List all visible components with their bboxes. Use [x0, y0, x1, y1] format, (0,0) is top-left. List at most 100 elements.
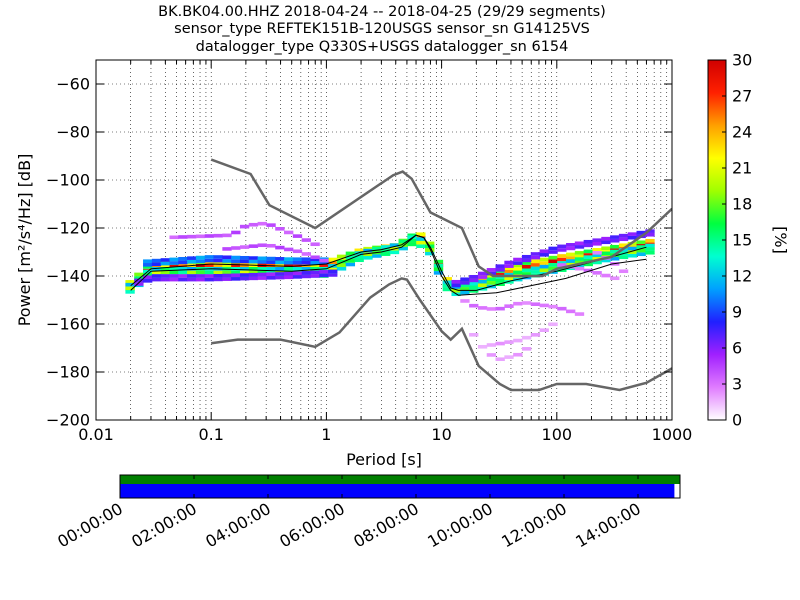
psd-cell: [231, 255, 241, 260]
psd-cell: [292, 234, 303, 238]
psd-cell: [143, 263, 153, 267]
psd-cell: [601, 236, 611, 241]
psd-cell: [354, 254, 364, 259]
psd-cell: [513, 267, 523, 271]
psd-cell: [143, 265, 153, 269]
psd-cell: [292, 275, 303, 279]
psd-cell: [239, 267, 250, 271]
psd-cell: [372, 254, 382, 258]
psd-cell: [557, 254, 567, 258]
psd-cell: [592, 260, 602, 265]
psd-cell: [645, 232, 655, 237]
psd-cell: [195, 274, 206, 278]
psd-cell: [266, 276, 276, 280]
psd-cell: [204, 263, 215, 268]
psd-cell: [257, 270, 267, 275]
psd-cell: [275, 267, 285, 271]
psd-cell: [460, 281, 470, 285]
psd-cell: [521, 347, 532, 351]
psd-cell: [222, 259, 232, 263]
psd-cell: [248, 244, 259, 248]
psd-cell: [160, 258, 170, 262]
psd-cell: [266, 263, 276, 267]
psd-cell: [566, 309, 576, 314]
psd-cell: [610, 249, 620, 254]
psd-cell: [204, 255, 215, 259]
plot-frame: [95, 59, 673, 421]
psd-cell: [548, 322, 558, 327]
psd-cell: [513, 261, 523, 265]
psd-cell: [231, 277, 241, 281]
psd-cell: [583, 262, 593, 267]
psd-cell: [195, 270, 206, 275]
psd-cell: [275, 260, 285, 265]
psd-cell: [187, 259, 197, 264]
data-coverage-timeline: 00:00:00 02:00:00 04:00:00 06:00:00 08:00:00…: [54, 474, 681, 551]
psd-cell: [495, 272, 505, 277]
psd-cell: [239, 270, 250, 275]
psd-cell: [222, 277, 232, 281]
colorbar-tick-label: 3: [732, 375, 742, 394]
psd-cell: [530, 263, 541, 267]
psd-cell: [257, 267, 267, 271]
psd-cell: [257, 272, 267, 277]
psd-cell: [380, 252, 391, 256]
y-axis-label: Power [m²/s⁴/Hz] [dB]: [15, 154, 34, 327]
psd-cell: [275, 226, 285, 231]
y-tick-label: −60: [56, 75, 90, 94]
coverage-bar-bottom: [120, 484, 675, 498]
psd-cell: [169, 277, 179, 282]
psd-cell: [160, 270, 170, 275]
psd-cell: [574, 251, 585, 255]
psd-cell: [204, 270, 215, 275]
psd-cell: [433, 271, 444, 275]
psd-cell: [618, 255, 629, 260]
psd-cell: [486, 268, 497, 272]
psd-cell: [495, 267, 505, 272]
psd-cell: [354, 248, 364, 253]
title: BK.BK04.00.HHZ 2018-04-24 -- 2018-04-25 …: [158, 4, 606, 55]
psd-cell: [134, 282, 144, 286]
psd-cell: [539, 268, 549, 273]
psd-cell: [583, 253, 593, 257]
psd-cell: [601, 258, 611, 263]
psd-cell: [557, 263, 567, 267]
psd-cell: [275, 245, 285, 250]
psd-cell: [266, 243, 276, 248]
psd-cell: [486, 277, 497, 282]
psd-cell: [125, 290, 135, 294]
psd-cell: [548, 259, 558, 264]
psd-cell: [469, 278, 479, 283]
psd-cell: [151, 270, 162, 275]
psd-cell: [266, 272, 276, 277]
psd-cell: [574, 257, 585, 261]
psd-cell: [345, 255, 356, 260]
psd-cell: [557, 261, 567, 265]
y-axis-ticks: −200 −180 −160 −140 −120 −100 −80 −60: [46, 75, 672, 430]
psd-cell: [469, 281, 479, 286]
psd-cell: [363, 246, 373, 251]
psd-cell: [248, 276, 259, 281]
psd-cell: [469, 289, 479, 293]
psd-cell: [539, 257, 549, 262]
psd-cell: [169, 267, 179, 271]
psd-cell: [134, 276, 144, 280]
psd-cell: [416, 240, 426, 245]
psd-cell: [301, 252, 311, 256]
colorbar-tick-label: 18: [732, 195, 752, 214]
psd-cell: [125, 282, 135, 287]
psd-cell: [301, 274, 311, 279]
psd-cell: [301, 271, 311, 275]
psd-cell: [495, 357, 505, 362]
psd-cell: [618, 233, 629, 238]
psd-cell: [178, 256, 188, 261]
psd-cell: [248, 222, 259, 227]
psd-cell: [195, 277, 206, 282]
psd-cell: [645, 243, 655, 248]
x-tick-label: 0.01: [78, 425, 114, 444]
psd-cell: [460, 299, 470, 303]
psd-cell: [504, 280, 514, 284]
psd-cell: [125, 280, 135, 284]
psd-cell: [213, 233, 223, 238]
psd-cell: [248, 259, 259, 264]
